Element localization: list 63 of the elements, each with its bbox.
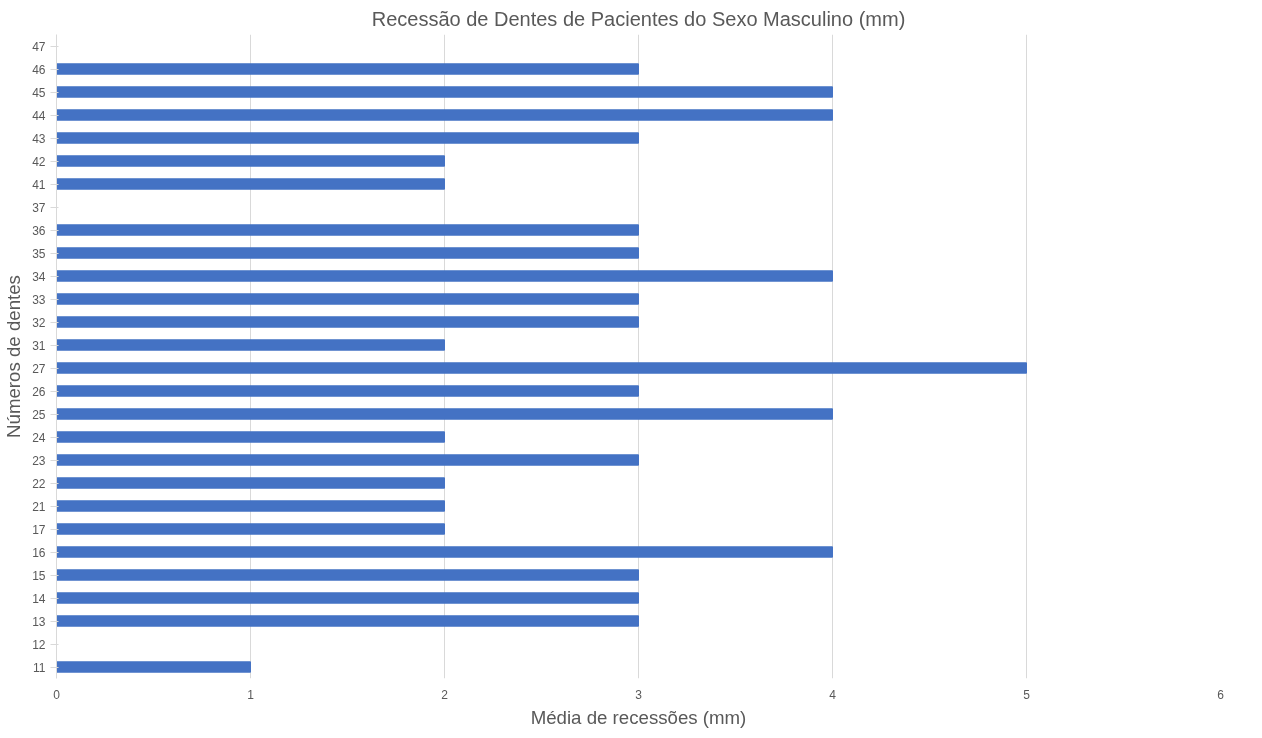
- bar: [56, 385, 639, 397]
- bar: [56, 546, 833, 558]
- y-tick-label: 44: [32, 108, 46, 123]
- y-tick-label: 45: [32, 85, 46, 100]
- bar: [56, 569, 639, 581]
- y-tick-label: 43: [32, 131, 46, 146]
- y-tick-label: 11: [33, 660, 46, 675]
- bar: [56, 592, 639, 604]
- x-tick-label: 4: [829, 687, 837, 702]
- y-tick-label: 41: [32, 177, 46, 192]
- y-axis-title: Números de dentes: [3, 275, 25, 438]
- y-tick-label: 14: [32, 591, 46, 606]
- y-tick-label: 46: [32, 62, 46, 77]
- y-tick-label: 42: [32, 154, 46, 169]
- bar: [56, 316, 639, 328]
- bar: [56, 270, 833, 282]
- x-tick-label: 3: [635, 687, 643, 702]
- y-tick-label: 32: [32, 315, 46, 330]
- y-tick-label: 34: [32, 269, 46, 284]
- bar: [56, 247, 639, 259]
- x-tick-label: 6: [1217, 687, 1225, 702]
- y-tick-label: 23: [32, 453, 46, 468]
- y-tick-label: 26: [32, 384, 46, 399]
- x-axis-title: Média de recessões (mm): [530, 706, 747, 728]
- bar: [56, 293, 639, 305]
- bar: [56, 615, 639, 627]
- y-tick-label: 33: [32, 292, 46, 307]
- x-tick-label: 2: [441, 687, 449, 702]
- bar: [56, 86, 833, 98]
- bar: [56, 155, 445, 167]
- y-tick-label: 47: [32, 39, 46, 54]
- bar: [56, 63, 639, 75]
- bar: [56, 431, 445, 443]
- chart-title: Recessão de Dentes de Pacientes do Sexo Masculino (mm): [371, 7, 906, 30]
- y-tick-label: 36: [32, 223, 46, 238]
- bar: [56, 109, 833, 121]
- bar: [56, 339, 445, 351]
- bar: [56, 362, 1027, 374]
- bar: [56, 477, 445, 489]
- y-tick-label: 12: [32, 637, 46, 652]
- y-tick-label: 37: [32, 200, 46, 215]
- bar: [56, 408, 833, 420]
- y-tick-label: 25: [32, 407, 46, 422]
- bar: [56, 661, 251, 673]
- y-tick-label: 27: [32, 361, 46, 376]
- y-tick-label: 17: [32, 522, 46, 537]
- y-tick-label: 16: [32, 545, 46, 560]
- bar: [56, 500, 445, 512]
- bar: [56, 523, 445, 535]
- x-tick-label: 0: [53, 687, 61, 702]
- y-tick-label: 15: [32, 568, 46, 583]
- y-tick-label: 35: [32, 246, 46, 261]
- bar: [56, 224, 639, 236]
- y-tick-label: 24: [32, 430, 46, 445]
- bar: [56, 454, 639, 466]
- x-tick-label: 1: [247, 687, 255, 702]
- bar: [56, 132, 639, 144]
- y-tick-label: 13: [32, 614, 46, 629]
- y-tick-label: 22: [32, 476, 46, 491]
- y-tick-label: 21: [32, 499, 46, 514]
- bar: [56, 178, 445, 190]
- x-tick-label: 5: [1023, 687, 1031, 702]
- y-tick-label: 31: [32, 338, 46, 353]
